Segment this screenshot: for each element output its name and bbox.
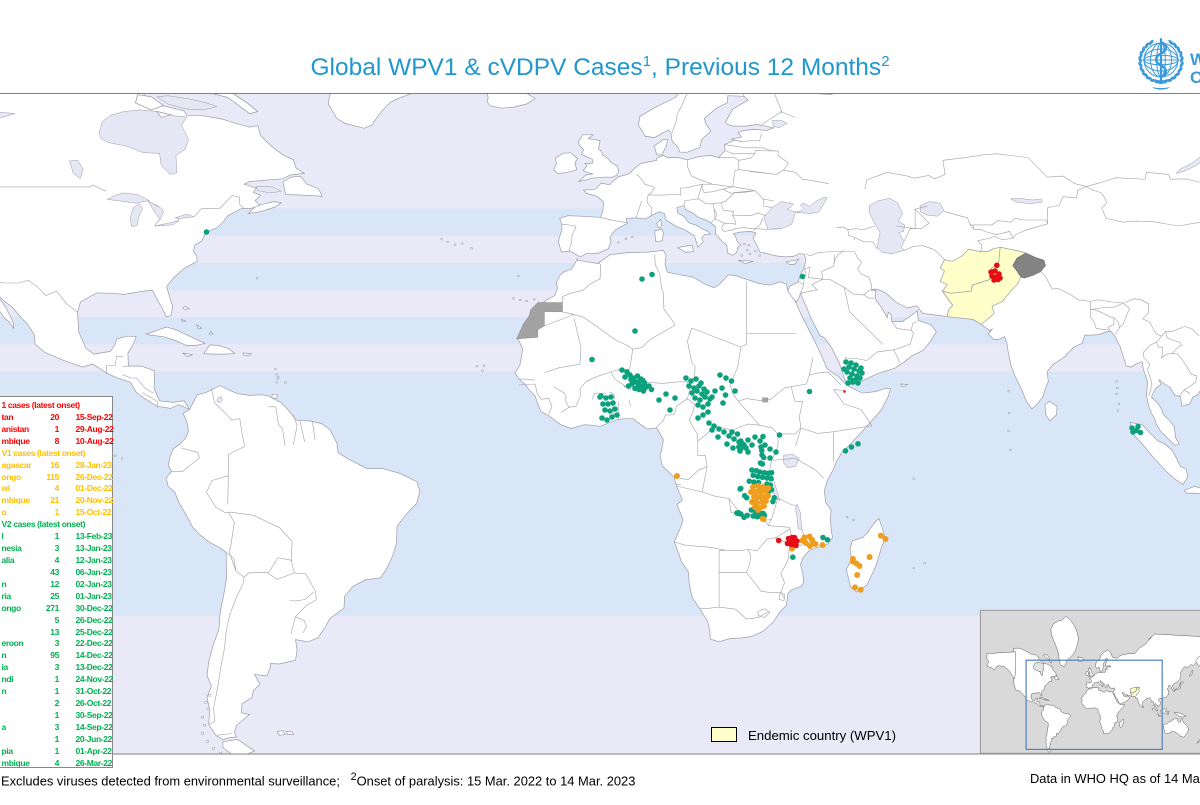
- svg-text:Or: Or: [1190, 68, 1200, 87]
- svg-text:W: W: [1190, 50, 1200, 69]
